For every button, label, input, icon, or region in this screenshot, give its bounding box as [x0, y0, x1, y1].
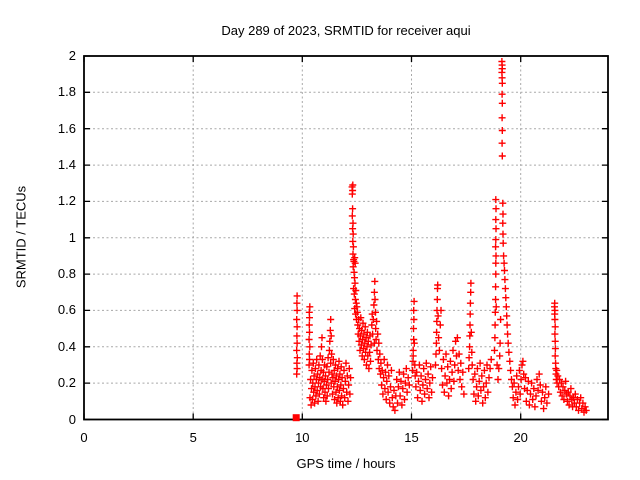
data-points: [293, 58, 590, 416]
y-tick-label: 1.2: [57, 193, 76, 209]
y-tick-label: 0.2: [57, 375, 76, 391]
x-tick-label: 15: [404, 430, 419, 445]
y-tick-label: 0.6: [57, 302, 76, 318]
y-tick-label: 1.4: [57, 157, 76, 173]
square-data-point: [292, 414, 300, 422]
y-axis-label: SRMTID / TECUs: [13, 185, 29, 289]
y-tick-label: 2: [68, 48, 76, 63]
chart-title: Day 289 of 2023, SRMTID for receiver aqu…: [221, 23, 471, 38]
x-tick-label: 5: [189, 430, 197, 445]
x-tick-label: 10: [295, 430, 310, 445]
y-tick-label: 0.8: [57, 266, 76, 282]
y-tick-label: 0: [68, 411, 76, 427]
x-tick-label: 20: [513, 430, 528, 445]
x-axis-label: GPS time / hours: [296, 456, 396, 471]
y-tick-label: 0.4: [57, 338, 76, 354]
y-tick-label: 1.8: [57, 84, 76, 100]
y-tick-label: 1.6: [57, 120, 76, 136]
x-tick-label: 0: [80, 430, 88, 445]
y-tick-label: 1: [68, 229, 76, 245]
plot-border: [83, 55, 609, 421]
